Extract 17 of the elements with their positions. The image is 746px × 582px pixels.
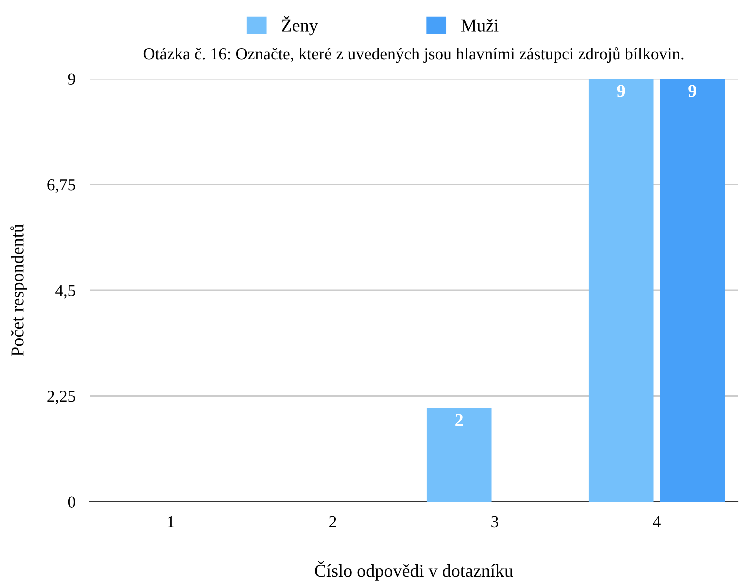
x-tick-label: 2 bbox=[330, 516, 336, 528]
y-tick-label: 4,5 bbox=[56, 285, 76, 299]
y-axis-title: Počet respondentů bbox=[10, 224, 28, 356]
x-tick-label: 3 bbox=[492, 516, 499, 528]
legend-label: Ženy bbox=[282, 16, 318, 36]
legend-label: Muži bbox=[461, 19, 499, 32]
x-axis-title: Číslo odpovědi v dotazníku bbox=[315, 562, 514, 581]
x-tick-label: 4 bbox=[653, 516, 661, 528]
data-label: 9 bbox=[617, 85, 626, 98]
x-tick-label: 1 bbox=[168, 516, 174, 528]
data-label: 9 bbox=[688, 85, 696, 98]
y-tick-label: 6,75 bbox=[48, 179, 76, 194]
y-tick-label: 9 bbox=[68, 74, 76, 85]
chart-title: Otázka č. 16: Označte, které z uvedených jsou hlavními zástupci zdrojů bílkovin. bbox=[144, 47, 684, 64]
data-label: 2 bbox=[456, 414, 464, 426]
y-tick-label: 0 bbox=[68, 496, 76, 508]
y-tick-label: 2,25 bbox=[48, 390, 76, 405]
